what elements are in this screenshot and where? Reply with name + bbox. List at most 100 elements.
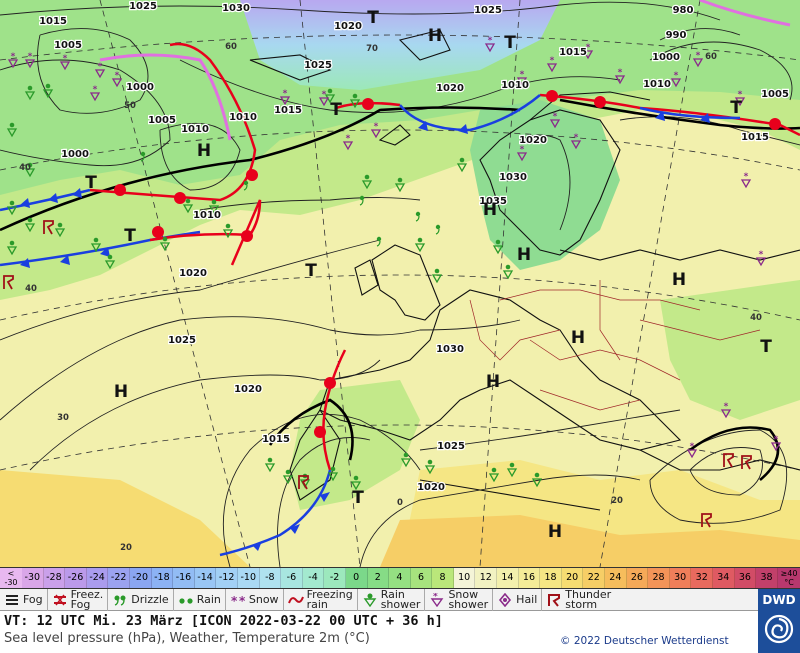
svg-text:*: * <box>28 52 33 62</box>
rain-shower-marker <box>350 475 362 491</box>
colorbar-cell: -24 <box>86 568 109 588</box>
cold-front-atlantic <box>0 188 91 212</box>
snow-shower-marker: * <box>670 71 682 88</box>
drizzle-markers <box>140 151 441 247</box>
temperature-color-scale: < -30 -30 -28 -26 -24 -22 -20 -18 -16 -14 -12 -10-… <box>0 567 800 589</box>
snow-shower-marker: * <box>686 442 698 459</box>
rain-shower-marker <box>42 83 54 99</box>
svg-text:*: * <box>738 90 743 100</box>
weather-map: * * * * * * * * * * * * * * * * * * * * * * * * * * 1025 1030 1025 9… <box>0 0 800 567</box>
svg-text:*: * <box>520 145 525 155</box>
rain-shower-marker <box>159 236 171 252</box>
warm-front-south <box>149 199 262 266</box>
rain-shower-marker <box>24 85 36 101</box>
colorbar-cell: -6 <box>281 568 303 588</box>
high-pressure-label: H <box>672 270 686 290</box>
isobar-label: 1025 <box>129 1 157 12</box>
colorbar-cell: 16 <box>518 568 541 588</box>
temperature-label: 70 <box>366 44 378 54</box>
hail-icon <box>499 592 512 607</box>
snow-shower-marker: * <box>770 435 782 452</box>
dwd-logo-text: DWD <box>762 593 796 607</box>
snow-shower-marker: * <box>692 51 704 68</box>
colorbar-left-value: -30 <box>4 578 18 587</box>
chart-subtitle: Sea level pressure (hPa), Weather, Tempe… <box>4 631 370 646</box>
svg-text:*: * <box>115 71 120 81</box>
snow-shower-marker: * <box>614 68 626 85</box>
legend-freezing-rain-line1: Freezing <box>306 587 353 601</box>
rain-shower-marker <box>506 462 518 478</box>
snow-shower-marker: * <box>279 89 291 106</box>
occlusion-north <box>99 53 232 141</box>
svg-text:*: * <box>574 133 579 143</box>
isobar-label: 1015 <box>559 47 587 58</box>
rain-shower-marker <box>424 459 436 475</box>
isobar-label: 1010 <box>181 124 209 135</box>
rain-shower-marker <box>54 222 66 238</box>
colorbar-cell: 20 <box>561 568 584 588</box>
isobar-label: 990 <box>666 30 687 41</box>
temperature-label: 20 <box>120 543 132 553</box>
svg-text:*: * <box>618 68 623 78</box>
colorbar-cell: 2 <box>367 568 390 588</box>
isobar-label: 1015 <box>274 105 302 116</box>
colorbar-cell: 24 <box>605 568 627 588</box>
colorbar-cell: -2 <box>324 568 346 588</box>
isobar-label: 1000 <box>652 52 680 63</box>
isobar-label: 1015 <box>262 434 290 445</box>
rain-shower-marker <box>414 237 426 253</box>
colorbar-cell: 10 <box>453 568 476 588</box>
fronts-iberia <box>219 349 347 557</box>
rain-shower-marker <box>6 200 18 216</box>
rain-shower-marker <box>90 237 102 253</box>
isobar-label: 1020 <box>436 83 464 94</box>
drizzle-marker <box>140 151 146 162</box>
isobar-label: 1025 <box>437 441 465 452</box>
drizzle-marker <box>243 180 249 191</box>
legend-hail: Hail <box>493 588 543 611</box>
temp-zone-cold <box>240 0 560 90</box>
rain-shower-marker <box>6 240 18 256</box>
rain-shower-marker <box>208 199 220 215</box>
svg-text:*: * <box>433 593 438 602</box>
svg-text:*: * <box>696 51 701 61</box>
high-pressure-label: H <box>548 522 562 542</box>
dwd-swirl-icon <box>764 614 794 644</box>
snow-shower-marker: * <box>546 56 558 73</box>
thunderstorm-marker <box>298 475 309 490</box>
isobar-label: 1020 <box>417 482 445 493</box>
colorbar-right-end: ≥40 °C <box>778 568 800 588</box>
graticule <box>0 0 800 567</box>
svg-text:*: * <box>759 250 764 260</box>
snow-markers: * * * * * * * * * * * * * * * * * * * * * * * * * * <box>7 36 782 459</box>
isobar-label: 1010 <box>501 80 529 91</box>
snow-shower-marker: * <box>370 122 382 139</box>
temperature-label: 30 <box>57 413 69 423</box>
low-pressure-label: T <box>305 261 317 281</box>
rain-shower-marker <box>488 467 500 483</box>
temperature-label: 40 <box>19 163 31 173</box>
colorbar-cell: -20 <box>129 568 152 588</box>
high-pressure-label: H <box>114 382 128 402</box>
thunderstorm-marker <box>43 220 54 235</box>
freezing-rain-icon <box>287 596 304 603</box>
isobar-label: 1020 <box>179 268 207 279</box>
valid-time: VT: 12 UTC Mi. 23 März [ICON 2022-03-22 … <box>4 613 443 629</box>
svg-text:*: * <box>231 594 238 607</box>
isobar-label: 980 <box>673 5 694 16</box>
legend-rain: Rain <box>174 588 226 611</box>
colorbar-cell: 4 <box>389 568 411 588</box>
isobar-label: 1020 <box>519 135 547 146</box>
snow-shower-marker: * <box>582 43 594 60</box>
high-pressure-labels: H H H H H H H H H <box>114 26 686 542</box>
colorbar-cell: -26 <box>65 568 87 588</box>
snow-shower-marker: * <box>740 172 752 189</box>
colorbar-cell: 0 <box>345 568 368 588</box>
colorbar-cell: -28 <box>43 568 66 588</box>
legend-drizzle-label: Drizzle <box>131 592 169 606</box>
colorbar-left-end: < -30 <box>0 568 22 588</box>
low-pressure-label: T <box>730 98 742 118</box>
temperature-label: 20 <box>611 496 623 506</box>
snow-shower-marker: * <box>7 52 19 69</box>
